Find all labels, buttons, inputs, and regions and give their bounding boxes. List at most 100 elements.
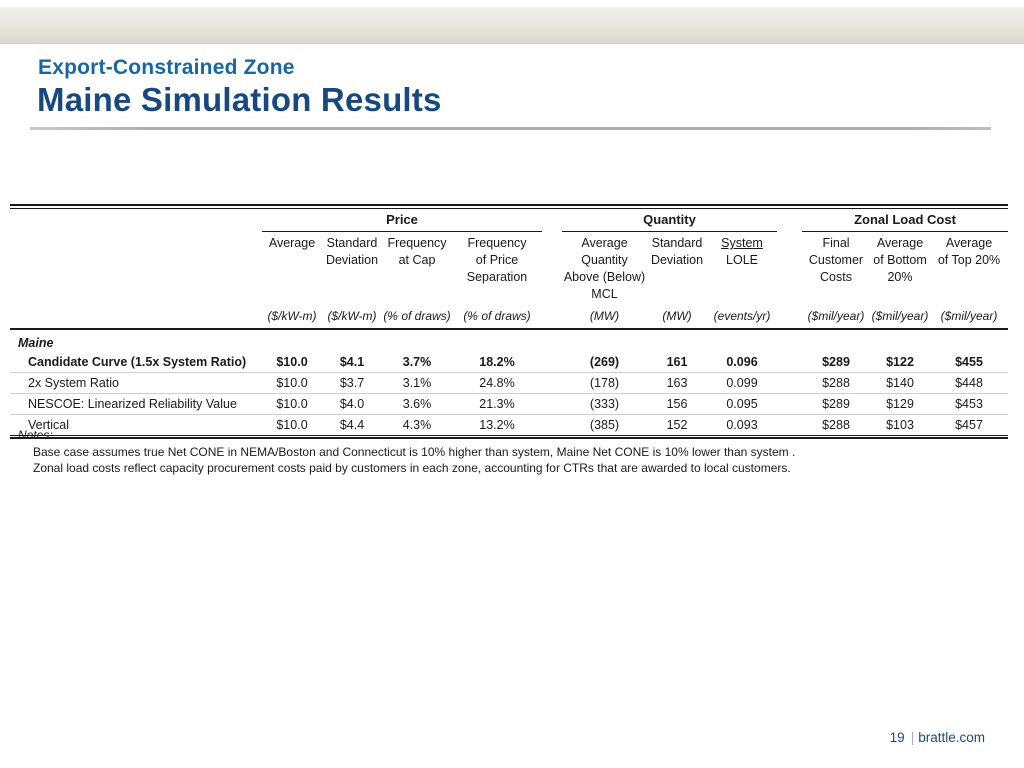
column-header-system-lole: System LOLE bbox=[707, 232, 777, 304]
results-table-container: Price Quantity Zonal Load Cost Average S… bbox=[10, 204, 1009, 439]
footer-separator: | bbox=[910, 730, 915, 745]
column-gap bbox=[777, 414, 802, 435]
label-column-spacer bbox=[10, 209, 262, 232]
cell: $289 bbox=[802, 393, 870, 415]
table-row-2x-system-ratio: 2x System Ratio $10.0 $3.7 3.1% 24.8% (1… bbox=[10, 372, 1009, 394]
cell: $10.0 bbox=[262, 372, 322, 394]
column-header-price-average: Average bbox=[268, 236, 316, 250]
column-gap bbox=[542, 393, 562, 415]
unit-label: ($mil/year) bbox=[940, 309, 998, 323]
column-gap bbox=[542, 352, 562, 373]
header-body-rule bbox=[10, 328, 1009, 331]
column-header-average-of-top-20: Average of Top 20% bbox=[937, 236, 1001, 267]
notes-label: Notes: bbox=[18, 428, 53, 442]
cell: $4.1 bbox=[339, 355, 365, 369]
column-gap bbox=[542, 303, 562, 329]
cell: $455 bbox=[955, 355, 983, 369]
cell: 0.096 bbox=[726, 355, 758, 369]
site-text: brattle.com bbox=[918, 730, 985, 745]
unit-label: ($/kW-m) bbox=[327, 309, 377, 323]
row-label: 2x System Ratio bbox=[10, 372, 262, 394]
units-row: ($/kW-m) ($/kW-m) (% of draws) (% of dra… bbox=[10, 303, 1008, 329]
cell: 0.093 bbox=[707, 414, 777, 435]
column-header-average-of-bottom-20: Average of Bottom 20% bbox=[873, 236, 927, 284]
cell: 3.1% bbox=[382, 372, 452, 394]
slide-title: Maine Simulation Results bbox=[37, 81, 442, 118]
section-row-maine: Maine bbox=[10, 331, 1008, 352]
column-header-frequency-of-price-separation: Frequency of Price Separation bbox=[466, 236, 528, 284]
column-header-average-quantity-above-below-mcl: Average Quantity Above (Below) MCL bbox=[563, 236, 646, 301]
table-row-nescoe: NESCOE: Linearized Reliability Value $10… bbox=[10, 393, 1009, 415]
cell: $3.7 bbox=[322, 372, 382, 394]
column-header-quantity-standard-deviation: Standard Deviation bbox=[650, 236, 704, 267]
column-gap bbox=[542, 372, 562, 394]
column-gap bbox=[777, 393, 802, 415]
cell: (178) bbox=[562, 372, 647, 394]
group-header-zonal-load-cost: Zonal Load Cost bbox=[802, 209, 1009, 232]
cell: 3.6% bbox=[382, 393, 452, 415]
section-label: Maine bbox=[18, 336, 54, 350]
column-gap bbox=[777, 232, 802, 304]
cell: $10.0 bbox=[276, 355, 308, 369]
notes-block: Notes: Base case assumes true Net CONE i… bbox=[18, 428, 795, 476]
cell: $122 bbox=[886, 355, 914, 369]
cell: $448 bbox=[930, 372, 1009, 394]
slide-subtitle: Export-Constrained Zone bbox=[38, 56, 295, 79]
column-gap bbox=[777, 209, 802, 232]
results-table: Price Quantity Zonal Load Cost Average S… bbox=[10, 209, 1009, 435]
unit-label: (% of draws) bbox=[463, 309, 531, 323]
label-column-spacer bbox=[10, 303, 262, 329]
top-accent-bar bbox=[0, 7, 1024, 44]
column-gap bbox=[542, 209, 562, 232]
unit-label: ($mil/year) bbox=[807, 309, 865, 323]
cell: 0.095 bbox=[707, 393, 777, 415]
unit-label: (% of draws) bbox=[383, 309, 451, 323]
column-gap bbox=[542, 414, 562, 435]
column-header-frequency-at-cap: Frequency at Cap bbox=[387, 236, 447, 267]
table-top-rule bbox=[10, 204, 1008, 209]
page-number: 19 bbox=[889, 730, 905, 745]
cell: 4.3% bbox=[382, 414, 452, 435]
unit-label: (MW) bbox=[662, 309, 692, 323]
group-header-quantity: Quantity bbox=[562, 209, 777, 232]
cell: $4.0 bbox=[322, 393, 382, 415]
cell: (385) bbox=[562, 414, 647, 435]
cell: $457 bbox=[930, 414, 1009, 435]
cell: $4.4 bbox=[322, 414, 382, 435]
cell: $288 bbox=[802, 414, 870, 435]
cell: 18.2% bbox=[479, 355, 515, 369]
cell: $288 bbox=[802, 372, 870, 394]
column-gap bbox=[542, 232, 562, 304]
table-row-vertical: Vertical $10.0 $4.4 4.3% 13.2% (385) 152… bbox=[10, 414, 1009, 435]
column-gap bbox=[777, 303, 802, 329]
cell: $10.0 bbox=[262, 393, 322, 415]
cell: (333) bbox=[562, 393, 647, 415]
group-header-row: Price Quantity Zonal Load Cost bbox=[10, 209, 1009, 232]
cell: $129 bbox=[870, 393, 930, 415]
cell: $453 bbox=[930, 393, 1009, 415]
group-header-price: Price bbox=[262, 209, 542, 232]
note-line: Base case assumes true Net CONE in NEMA/… bbox=[33, 445, 796, 459]
cell: 3.7% bbox=[402, 355, 432, 369]
cell: $103 bbox=[870, 414, 930, 435]
lole-label: LOLE bbox=[726, 253, 758, 267]
table-row-candidate-curve: Candidate Curve (1.5x System Ratio) $10.… bbox=[10, 352, 1008, 373]
cell: 163 bbox=[647, 372, 707, 394]
title-divider bbox=[30, 127, 991, 130]
unit-label: ($/kW-m) bbox=[267, 309, 317, 323]
system-label-underlined: System bbox=[721, 236, 763, 250]
unit-label: ($mil/year) bbox=[871, 309, 929, 323]
cell: $140 bbox=[870, 372, 930, 394]
cell: 161 bbox=[666, 355, 688, 369]
unit-label: (MW) bbox=[589, 309, 620, 323]
cell: $10.0 bbox=[262, 414, 322, 435]
note-line: Zonal load costs reflect capacity procur… bbox=[33, 461, 791, 475]
row-label: Vertical bbox=[10, 414, 262, 435]
column-gap bbox=[777, 372, 802, 394]
cell: 13.2% bbox=[452, 414, 542, 435]
slide-footer: 19 | brattle.com bbox=[890, 730, 985, 745]
label-column-spacer bbox=[10, 232, 262, 304]
column-header-row: Average Standard Deviation Frequency at … bbox=[10, 232, 1008, 304]
table-bottom-rule bbox=[10, 435, 1008, 439]
cell: 24.8% bbox=[452, 372, 542, 394]
